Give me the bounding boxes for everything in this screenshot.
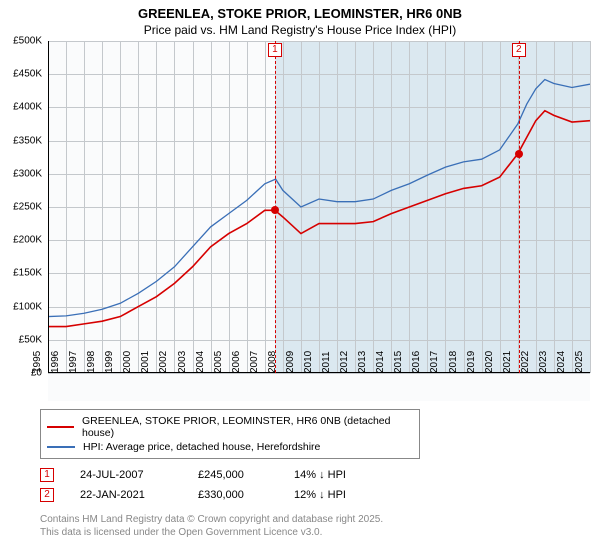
y-axis bbox=[48, 41, 49, 373]
y-tick-label: £150K bbox=[13, 268, 48, 279]
y-tick-label: £500K bbox=[13, 36, 48, 47]
sale-dot bbox=[271, 206, 279, 214]
sale-row-marker: 2 bbox=[40, 488, 54, 502]
y-tick-label: £50K bbox=[19, 334, 48, 345]
chart-title: GREENLEA, STOKE PRIOR, LEOMINSTER, HR6 0… bbox=[0, 0, 600, 21]
footer-line: This data is licensed under the Open Gov… bbox=[40, 526, 600, 539]
sale-marker-box: 1 bbox=[268, 43, 282, 57]
y-tick-label: £200K bbox=[13, 235, 48, 246]
y-tick-label: £100K bbox=[13, 301, 48, 312]
legend-swatch bbox=[47, 446, 75, 448]
sale-date: 24-JUL-2007 bbox=[80, 469, 172, 481]
y-tick-label: £250K bbox=[13, 202, 48, 213]
y-tick-label: £450K bbox=[13, 69, 48, 80]
sale-diff: 14% ↓ HPI bbox=[294, 469, 384, 481]
sale-price: £330,000 bbox=[198, 489, 268, 501]
sale-rows: 1 24-JUL-2007 £245,000 14% ↓ HPI 2 22-JAN-202… bbox=[40, 465, 600, 505]
chart-subtitle: Price paid vs. HM Land Registry's House … bbox=[0, 21, 600, 41]
chart-lines bbox=[48, 41, 590, 373]
sale-row-marker: 1 bbox=[40, 468, 54, 482]
sale-date: 22-JAN-2021 bbox=[80, 489, 172, 501]
sale-diff: 12% ↓ HPI bbox=[294, 489, 384, 501]
y-tick-label: £350K bbox=[13, 135, 48, 146]
footer: Contains HM Land Registry data © Crown c… bbox=[40, 513, 600, 539]
chart: £0£50K£100K£150K£200K£250K£300K£350K£400… bbox=[48, 41, 590, 401]
x-tick-label: 2025 bbox=[574, 351, 600, 373]
legend-label: HPI: Average price, detached house, Here… bbox=[83, 441, 320, 453]
sale-row: 2 22-JAN-2021 £330,000 12% ↓ HPI bbox=[40, 485, 600, 505]
y-tick-label: £300K bbox=[13, 168, 48, 179]
legend: GREENLEA, STOKE PRIOR, LEOMINSTER, HR6 0… bbox=[40, 409, 420, 459]
y-tick-label: £400K bbox=[13, 102, 48, 113]
series-line bbox=[48, 111, 590, 327]
sale-price: £245,000 bbox=[198, 469, 268, 481]
sale-marker-box: 2 bbox=[512, 43, 526, 57]
sale-vline bbox=[519, 41, 520, 373]
sale-row: 1 24-JUL-2007 £245,000 14% ↓ HPI bbox=[40, 465, 600, 485]
legend-label: GREENLEA, STOKE PRIOR, LEOMINSTER, HR6 0… bbox=[82, 415, 413, 439]
series-line bbox=[48, 80, 590, 317]
sale-dot bbox=[515, 150, 523, 158]
footer-line: Contains HM Land Registry data © Crown c… bbox=[40, 513, 600, 526]
legend-swatch bbox=[47, 426, 74, 428]
legend-item: GREENLEA, STOKE PRIOR, LEOMINSTER, HR6 0… bbox=[47, 414, 413, 440]
legend-item: HPI: Average price, detached house, Here… bbox=[47, 440, 413, 454]
